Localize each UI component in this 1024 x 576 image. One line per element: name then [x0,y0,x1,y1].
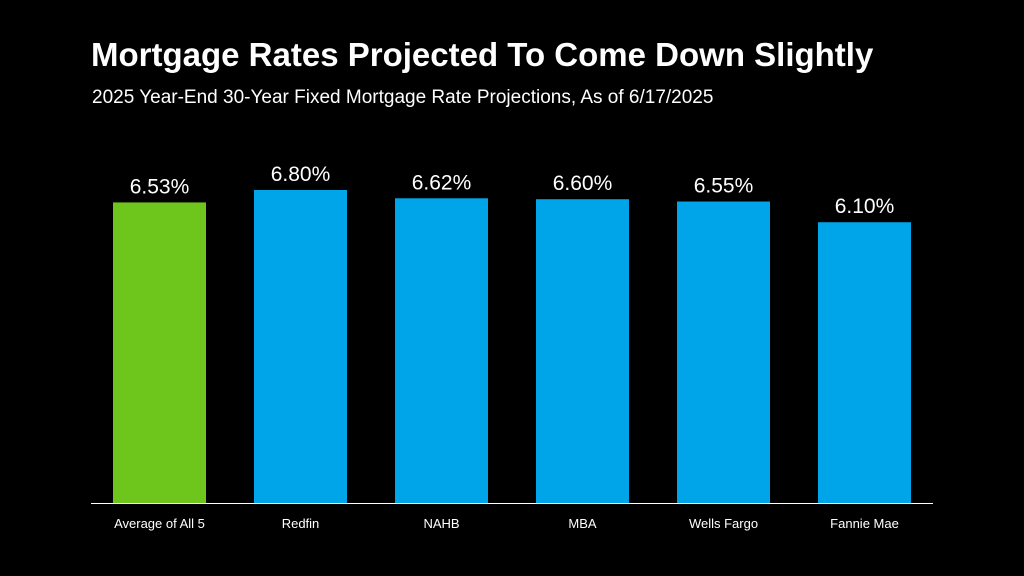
data-label: 6.53% [130,175,190,198]
data-label: 6.60% [553,172,613,195]
category-label: Redfin [282,516,320,531]
data-label: 6.10% [835,195,895,218]
bar-fannie-mae [818,222,911,503]
bar-mba [536,199,629,504]
bar-redfin [254,190,347,503]
data-label: 6.55% [694,175,754,198]
category-label: MBA [568,516,597,531]
category-label: Wells Fargo [689,516,758,531]
category-label: NAHB [423,516,459,531]
category-label: Fannie Mae [830,516,899,531]
chart-title: Mortgage Rates Projected To Come Down Sl… [91,36,874,73]
bar-wells-fargo [677,201,770,503]
data-label: 6.80% [271,163,331,186]
bar-nahb [395,198,488,504]
data-label: 6.62% [412,171,472,194]
category-label: Average of All 5 [114,516,205,531]
chart-subtitle: 2025 Year-End 30-Year Fixed Mortgage Rat… [92,87,714,108]
bar-average-of-all-5 [113,202,206,503]
